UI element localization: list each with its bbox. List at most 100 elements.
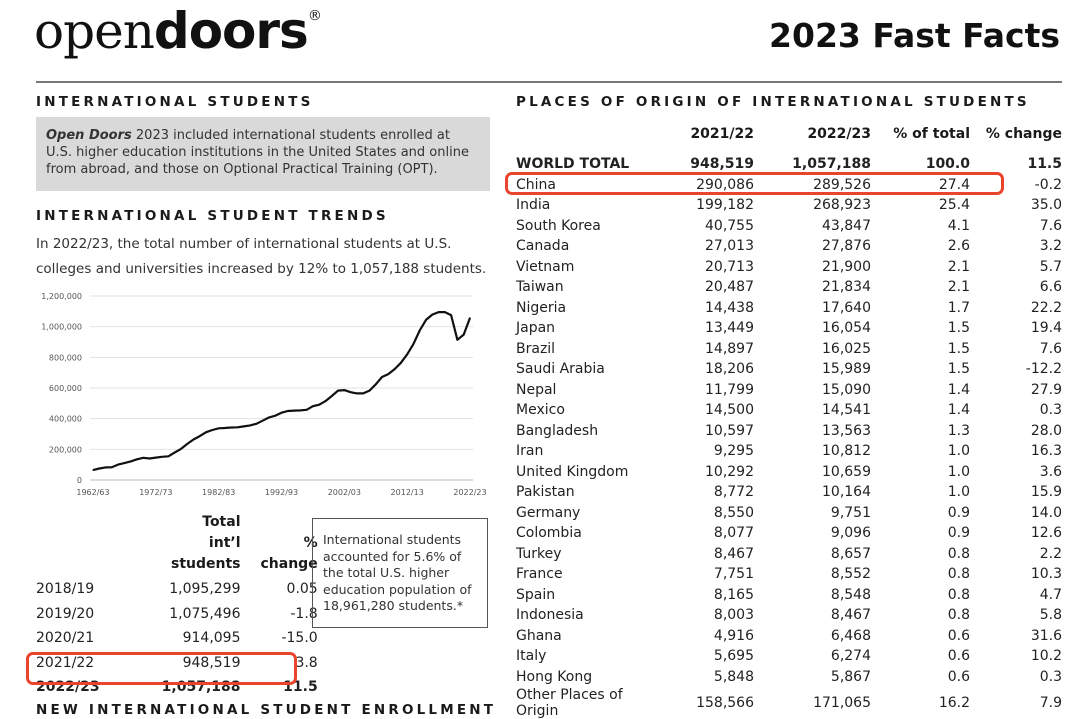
pct-change-cell: 10.2: [1030, 648, 1062, 665]
data-point: [437, 311, 440, 313]
header-2021-22: 2021/22: [690, 126, 754, 142]
data-point: [324, 400, 327, 402]
place-cell: Spain: [516, 586, 556, 603]
table-row: Colombia 8,077 9,096 0.9 12.6: [516, 523, 1062, 544]
place-cell: Turkey: [516, 545, 562, 562]
pct-total-cell: 0.8: [947, 586, 970, 603]
value-2022-23: 5,867: [830, 668, 871, 685]
table-row: Other Places of Origin 158,566 171,065 16.2…: [516, 687, 1062, 719]
table-row: Bangladesh 10,597 13,563 1.3 28.0: [516, 421, 1062, 442]
value-2021-22: 10,292: [705, 463, 754, 480]
pct-change-cell: 3.2: [1039, 238, 1062, 255]
table-row: 2019/20 1,075,496 -1.8: [36, 602, 318, 627]
pct-change-cell: 19.4: [1030, 320, 1062, 337]
table-row: Japan 13,449 16,054 1.5 19.4: [516, 318, 1062, 339]
data-point: [356, 392, 358, 394]
value-2021-22: 5,848: [713, 668, 754, 685]
value-2022-23: 15,989: [822, 361, 871, 378]
place-cell: Ghana: [516, 627, 562, 644]
value-2021-22: 7,751: [713, 566, 754, 583]
year-cell: 2020/21: [36, 630, 95, 647]
value-2021-22: 10,597: [705, 422, 754, 439]
value-2022-23: 268,923: [813, 197, 871, 214]
data-point: [456, 339, 459, 341]
y-tick-label: 1,200,000: [41, 292, 82, 301]
pct-change-cell: 5.7: [1039, 258, 1062, 275]
value-2021-22: 158,566: [696, 695, 754, 711]
year-cell: 2021/22: [36, 654, 95, 671]
place-cell: Other Places of Origin: [516, 687, 623, 719]
value-2021-22: 8,467: [713, 545, 754, 562]
data-point: [450, 314, 452, 316]
y-tick-label: 200,000: [49, 445, 82, 454]
x-tick-label: 1982/83: [202, 488, 235, 497]
header-2022-23: 2022/23: [807, 126, 871, 142]
pct-total-cell: 0.8: [947, 566, 970, 583]
data-point: [136, 458, 138, 460]
data-point: [312, 405, 314, 407]
table-row: Saudi Arabia 18,206 15,989 1.5 -12.2: [516, 359, 1062, 380]
table-header-row: 2021/22 2022/23 % of total % change: [516, 126, 1062, 154]
value-2021-22: 20,713: [705, 258, 754, 275]
data-point: [211, 429, 213, 431]
x-tick-label: 1962/63: [76, 488, 109, 497]
data-point: [249, 424, 251, 426]
pct-change-cell: 22.2: [1030, 299, 1062, 316]
place-cell: Bangladesh: [516, 422, 599, 439]
pct-change-cell: 10.3: [1030, 566, 1062, 583]
value-2021-22: 8,077: [713, 525, 754, 542]
y-tick-label: 600,000: [49, 384, 82, 393]
value-2021-22: 14,500: [705, 402, 754, 419]
data-point: [331, 395, 333, 397]
place-cell: Vietnam: [516, 258, 575, 275]
place-cell: Mexico: [516, 402, 565, 419]
header-divider: [36, 81, 1062, 83]
note-text: 2023 included international students enr…: [46, 128, 469, 177]
pct-total-cell: 27.4: [938, 176, 970, 193]
table-row: India 199,182 268,923 25.4 35.0: [516, 195, 1062, 216]
trend-line-chart: 0 200,000 400,000 600,000 800,000 1,000,000 1,…: [41, 292, 486, 497]
data-point: [431, 313, 433, 316]
y-tick-label: 800,000: [49, 353, 82, 362]
pct-total-cell: 100.0: [925, 156, 970, 173]
header-pct-change: % change: [985, 126, 1062, 142]
data-point: [406, 353, 408, 355]
value-2022-23: 21,900: [822, 258, 871, 275]
place-cell: South Korea: [516, 217, 601, 234]
data-point: [142, 457, 144, 459]
value-2021-22: 4,916: [713, 627, 754, 644]
x-tick-label: 2002/03: [328, 488, 361, 497]
header-change: % change: [260, 535, 318, 572]
data-point: [425, 319, 427, 321]
pct-total-cell: 0.9: [947, 504, 970, 521]
y-tick-label: 400,000: [49, 415, 82, 424]
pct-total-cell: 1.3: [947, 422, 970, 439]
data-point: [180, 448, 182, 450]
pct-total-cell: 0.9: [947, 525, 970, 542]
value-2021-22: 14,438: [705, 299, 754, 316]
place-cell: Hong Kong: [516, 668, 593, 685]
data-point: [230, 426, 232, 429]
data-point: [287, 410, 289, 412]
pct-change-cell: -0.2: [1034, 176, 1062, 193]
data-point: [262, 420, 264, 422]
data-point: [306, 409, 308, 411]
value-2022-23: 9,096: [830, 525, 871, 542]
place-cell: Indonesia: [516, 607, 584, 624]
pct-total-cell: 0.6: [947, 627, 970, 644]
change-cell: 0.05: [286, 581, 318, 598]
data-point: [299, 409, 301, 412]
pct-change-cell: 7.9: [1039, 695, 1062, 711]
data-point: [161, 456, 163, 458]
table-row: Canada 27,013 27,876 2.6 3.2: [516, 236, 1062, 257]
value-2022-23: 6,468: [830, 627, 871, 644]
table-row: WORLD TOTAL 948,519 1,057,188 100.0 11.5: [516, 154, 1062, 175]
data-point: [155, 456, 157, 459]
x-tick-label: 2022/23: [453, 488, 486, 497]
table-row: Spain 8,165 8,548 0.8 4.7: [516, 585, 1062, 606]
year-cell: 2018/19: [36, 581, 95, 598]
population-share-box: International students accounted for 5.6…: [312, 518, 488, 628]
table-row: China 290,086 289,526 27.4 -0.2: [516, 175, 1062, 196]
place-cell: Iran: [516, 443, 544, 460]
place-cell: WORLD TOTAL: [516, 156, 630, 173]
